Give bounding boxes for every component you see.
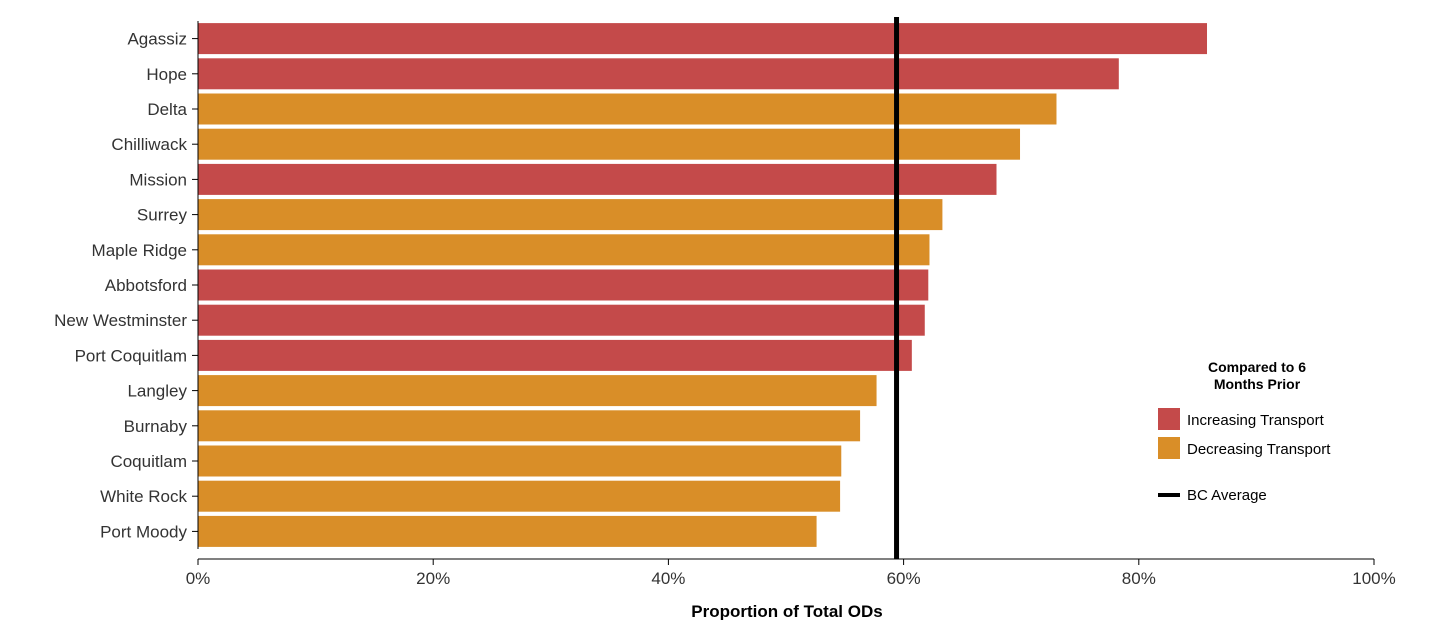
bar-white-rock xyxy=(198,480,841,512)
bar-maple-ridge xyxy=(198,234,930,266)
y-tick-label: Surrey xyxy=(137,206,188,225)
legend-title-line-2: Months Prior xyxy=(1214,376,1301,392)
y-tick-label: Delta xyxy=(147,100,187,119)
x-tick-label: 80% xyxy=(1122,569,1156,588)
x-tick-label: 40% xyxy=(651,569,685,588)
y-tick-label: Abbotsford xyxy=(105,276,187,295)
bar-delta xyxy=(198,93,1057,125)
x-axis: 0% 20% 40% 60% 80% 100% xyxy=(186,558,1396,588)
y-tick-label: Burnaby xyxy=(124,417,188,436)
x-axis-title: Proportion of Total ODs xyxy=(691,602,882,620)
bar-port-coquitlam xyxy=(198,339,912,371)
y-tick-label: Chilliwack xyxy=(111,135,187,154)
bar-agassiz xyxy=(198,23,1208,55)
bar-new-westminster xyxy=(198,304,925,336)
y-tick-label: White Rock xyxy=(100,487,187,506)
legend: Compared to 6 Months Prior Increasing Tr… xyxy=(1158,359,1331,504)
y-tick-label: Agassiz xyxy=(127,30,187,49)
x-tick-label: 0% xyxy=(186,569,211,588)
x-tick-label: 60% xyxy=(887,569,921,588)
y-axis: Agassiz Hope Delta Chilliwack Mission Surrey M… xyxy=(54,21,199,549)
y-tick-label: Maple Ridge xyxy=(92,241,187,260)
y-tick-label: New Westminster xyxy=(54,311,187,330)
legend-label-decreasing: Decreasing Transport xyxy=(1187,441,1331,458)
bar-coquitlam xyxy=(198,445,842,477)
legend-label-bc-average: BC Average xyxy=(1187,487,1267,504)
x-tick-label: 20% xyxy=(416,569,450,588)
legend-label-increasing: Increasing Transport xyxy=(1187,412,1325,429)
bars-layer xyxy=(198,23,1208,547)
y-tick-label: Langley xyxy=(127,382,187,401)
legend-swatch-decreasing xyxy=(1158,437,1180,459)
y-tick-label: Port Moody xyxy=(100,522,187,541)
legend-title-line-1: Compared to 6 xyxy=(1208,359,1306,375)
y-tick-label: Hope xyxy=(146,65,187,84)
bar-langley xyxy=(198,375,877,407)
legend-swatch-increasing xyxy=(1158,408,1180,430)
bar-surrey xyxy=(198,199,943,231)
y-tick-label: Port Coquitlam xyxy=(75,346,187,365)
bar-mission xyxy=(198,163,997,195)
y-tick-label: Mission xyxy=(129,170,187,189)
bar-abbotsford xyxy=(198,269,929,301)
y-tick-label: Coquitlam xyxy=(110,452,187,471)
bar-port-moody xyxy=(198,515,817,547)
bar-burnaby xyxy=(198,410,861,442)
bar-hope xyxy=(198,58,1119,90)
bar-chilliwack xyxy=(198,128,1021,160)
x-tick-label: 100% xyxy=(1352,569,1395,588)
